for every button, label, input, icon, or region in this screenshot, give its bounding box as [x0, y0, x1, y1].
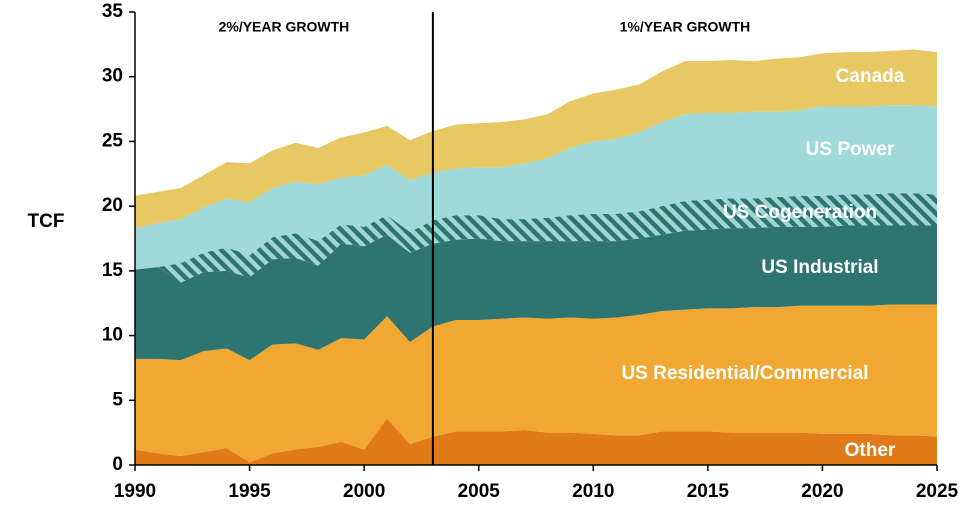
area: [135, 49, 937, 229]
x-tick-label: 2020: [801, 481, 843, 502]
x-tick-label: 2005: [458, 481, 501, 502]
series-label: Other: [845, 440, 896, 461]
area: [135, 225, 937, 361]
area: [135, 193, 937, 283]
series-label: US Industrial: [761, 257, 878, 278]
x-tick-label: 2000: [343, 481, 385, 502]
y-tick-label: 10: [102, 325, 123, 346]
y-axis-label: TCF: [28, 211, 65, 232]
y-tick-label: 25: [102, 130, 124, 151]
x-tick-label: 1990: [114, 481, 156, 502]
x-tick-label: 2015: [687, 481, 730, 502]
area: [135, 304, 937, 463]
annotation: 2%/YEAR GROWTH: [219, 19, 350, 35]
series-label: Canada: [836, 66, 905, 87]
y-tick-label: 35: [102, 1, 124, 22]
x-tick-label: 2025: [916, 481, 959, 502]
y-tick-label: 30: [102, 66, 123, 87]
area: [135, 105, 937, 270]
x-tick-label: 2010: [572, 481, 614, 502]
y-tick-label: 15: [102, 260, 124, 281]
annotation: 1%/YEAR GROWTH: [620, 19, 751, 35]
y-tick-label: 0: [112, 454, 123, 475]
series-label: US Residential/Commercial: [621, 363, 868, 384]
area: [135, 418, 937, 465]
y-tick-label: 5: [112, 389, 123, 410]
series-label: US Cogeneration: [723, 202, 877, 223]
x-tick-label: 1995: [228, 481, 271, 502]
series-label: US Power: [806, 139, 895, 160]
y-tick-label: 20: [102, 195, 123, 216]
